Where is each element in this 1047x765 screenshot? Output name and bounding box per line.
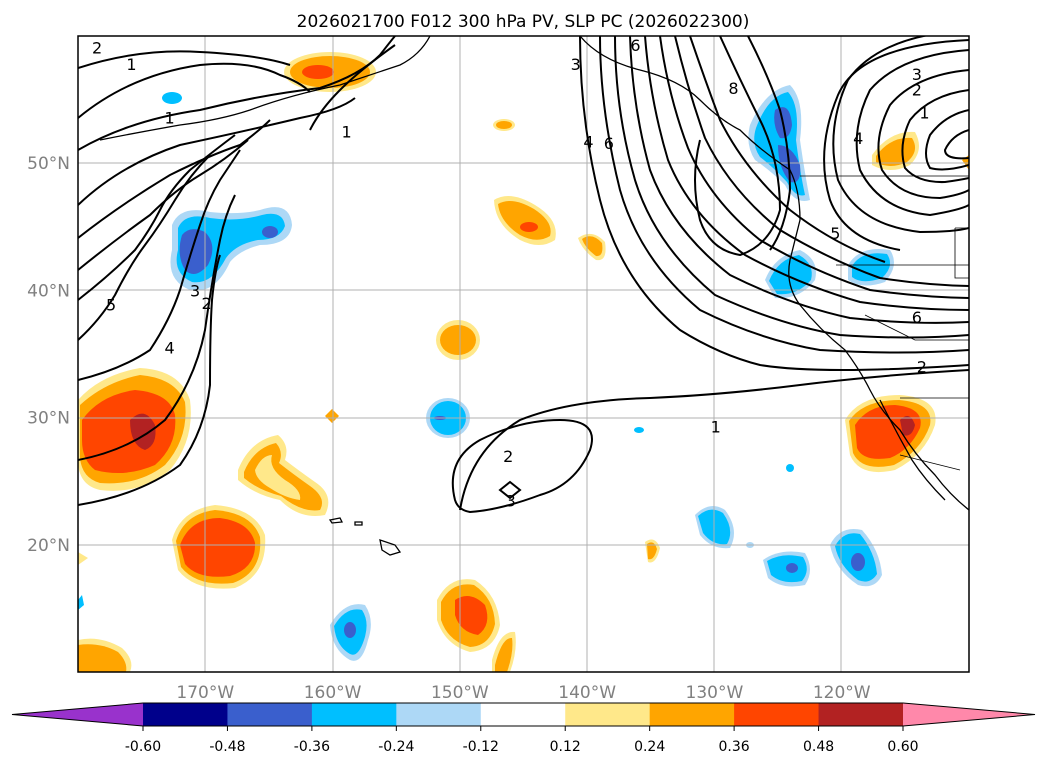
contour-label: 6 <box>604 134 614 153</box>
colorbar-extend-high <box>903 703 1035 726</box>
pv-negative-west <box>170 207 292 291</box>
colorbar-segment <box>396 703 482 726</box>
slp-contours <box>78 36 969 514</box>
colorbar-tick-label: 0.12 <box>550 739 581 755</box>
colorbar-segment <box>227 703 313 726</box>
pv-positive-west-30n <box>78 368 191 491</box>
contour-label: 3 <box>190 281 200 300</box>
contour-label: 2 <box>503 447 513 466</box>
contour-label: 1 <box>711 418 721 437</box>
chart-title: 2026021700 F012 300 hPa PV, SLP PC (2026… <box>297 12 750 32</box>
contour-label: 4 <box>583 133 593 152</box>
pv-negative-west-coast <box>765 250 816 299</box>
contour-label: 2 <box>912 80 922 99</box>
contour-label: 1 <box>341 122 351 141</box>
contour-label: 1 <box>165 108 175 127</box>
x-tick-label: 150°W <box>431 683 489 703</box>
colorbar-extend-low <box>12 703 143 726</box>
colorbar-segment <box>818 703 904 726</box>
colorbar: -0.60 -0.48 -0.36 -0.24 -0.12 0.12 0.24 0.36 0.4… <box>11 702 1036 755</box>
pv-negative-hawaii <box>330 604 371 661</box>
contour-label: 2 <box>92 38 102 57</box>
pv-negative-small-nw <box>162 92 182 104</box>
pv-positive-central-2 <box>436 320 480 360</box>
colorbar-segment <box>734 703 820 726</box>
pv-positive-sw-corner <box>78 638 132 672</box>
colorbar-tick-label: 0.36 <box>719 739 750 755</box>
pv-positive-small-1 <box>493 119 515 131</box>
colorbar-tick-label: 0.48 <box>803 739 834 755</box>
x-tick-label: 160°W <box>304 683 362 703</box>
contour-label: 1 <box>919 103 929 122</box>
colorbar-tick-label: -0.24 <box>378 739 414 755</box>
y-tick-label: 20°N <box>27 536 70 556</box>
political-borders <box>800 175 969 471</box>
y-tick-label: 30°N <box>27 409 70 429</box>
x-tick-label: 170°W <box>176 683 234 703</box>
y-tick-label: 50°N <box>27 154 70 174</box>
pv-shading <box>78 52 969 672</box>
contour-label: 1 <box>126 55 136 74</box>
contour-label: 2 <box>917 358 927 377</box>
pv-positive-south-central <box>437 579 500 652</box>
colorbar-tick-label: -0.48 <box>209 739 245 755</box>
x-tick-label: 130°W <box>686 683 744 703</box>
y-tick-label: 40°N <box>27 281 70 301</box>
map-frame <box>77 35 970 673</box>
colorbar-segment <box>649 703 735 726</box>
contour-label: 5 <box>830 224 840 243</box>
colorbar-tick-label: -0.12 <box>463 739 499 755</box>
pv-positive-central-1 <box>494 196 556 245</box>
pv-positive-aleutian <box>284 52 376 92</box>
contour-label: 2 <box>201 294 211 313</box>
pv-positive-hawaii-north <box>238 435 329 516</box>
contour-label: 8 <box>728 79 738 98</box>
colorbar-tick-label: -0.60 <box>125 739 161 755</box>
contour-label: 3 <box>571 55 581 74</box>
colorbar-segment <box>565 703 651 726</box>
colorbar-tick-label: -0.36 <box>294 739 330 755</box>
contour-label: 6 <box>912 308 922 327</box>
contour-label: 4 <box>853 129 863 148</box>
y-axis-tick-labels: 20°N 30°N 40°N 50°N <box>27 154 70 556</box>
colorbar-tick-label: 0.60 <box>887 739 918 755</box>
contour-label: 5 <box>106 295 116 314</box>
x-tick-label: 140°W <box>558 683 616 703</box>
colorbar-segment <box>143 703 228 726</box>
contour-label: 6 <box>630 36 640 55</box>
colorbar-tick-label: 0.24 <box>634 739 665 755</box>
pv-negative-sub-2 <box>763 551 810 587</box>
contour-label: 3 <box>506 491 516 510</box>
contour-label: 4 <box>165 339 175 358</box>
pv-negative-pnw <box>748 85 810 201</box>
x-axis-tick-labels: 170°W 160°W 150°W 140°W 130°W 120°W <box>176 683 870 703</box>
pv-positive-tiny-2 <box>78 552 88 610</box>
pv-positive-south-small <box>492 631 516 672</box>
colorbar-segment <box>311 703 397 726</box>
x-tick-label: 120°W <box>813 683 871 703</box>
colorbar-segment <box>480 703 566 726</box>
pv-positive-20n-170w <box>172 505 266 589</box>
contour-label: 3 <box>912 65 922 84</box>
pv-positive-tiny <box>325 409 339 423</box>
